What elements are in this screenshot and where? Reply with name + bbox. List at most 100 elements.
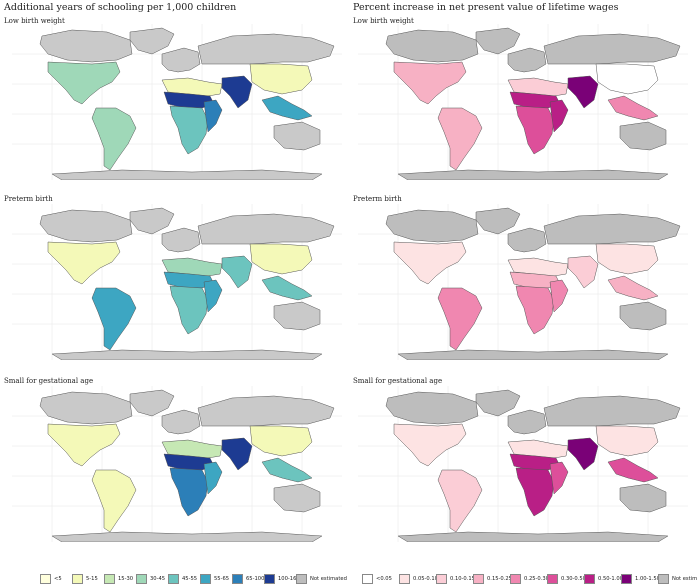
region-south-asia xyxy=(221,255,253,289)
region-east-africa xyxy=(549,99,569,133)
legend-label: 45-55 xyxy=(182,576,198,582)
legend-item: 0.50-1.00 xyxy=(584,573,623,585)
legend-label: 30-45 xyxy=(150,576,166,582)
region-russia xyxy=(543,395,681,427)
legend-label: Not estimated xyxy=(310,576,347,582)
region-sub-saharan-africa xyxy=(169,285,209,335)
legend-item: 0.10-0.15 xyxy=(436,573,475,585)
region-greenland xyxy=(129,27,175,55)
legend-swatch xyxy=(584,574,595,584)
region-north-central-america xyxy=(47,61,121,105)
region-europe xyxy=(161,47,201,73)
map-right-row1 xyxy=(358,24,688,180)
legend-item: 55-65 xyxy=(200,573,229,585)
legend-swatch xyxy=(40,574,51,584)
legend-swatch xyxy=(436,574,447,584)
region-sub-saharan-africa xyxy=(515,285,555,335)
legend-swatch xyxy=(168,574,179,584)
region-europe xyxy=(507,47,547,73)
world-map xyxy=(12,24,342,180)
legend-swatch xyxy=(200,574,211,584)
region-south-asia xyxy=(221,75,253,109)
region-south-america xyxy=(91,287,137,351)
map-left-row1 xyxy=(12,24,342,180)
region-southeast-asia xyxy=(261,95,313,121)
region-east-africa xyxy=(203,461,223,495)
map-left-row2 xyxy=(12,204,342,360)
region-australia xyxy=(619,121,667,151)
map-right-row3 xyxy=(358,386,688,542)
legend-label: 0.25-0.30 xyxy=(524,576,549,582)
region-russia xyxy=(197,33,335,65)
region-europe xyxy=(507,227,547,253)
region-canada xyxy=(39,29,133,63)
legend-item: 30-45 xyxy=(136,573,165,585)
legend-label: 0.50-1.00 xyxy=(598,576,623,582)
region-australia xyxy=(619,483,667,513)
legend-swatch xyxy=(232,574,243,584)
legend-item: 45-55 xyxy=(168,573,197,585)
region-antarctica xyxy=(51,169,323,180)
world-map xyxy=(358,386,688,542)
legend-swatch xyxy=(473,574,484,584)
legend-item: 65-100 xyxy=(232,573,264,585)
region-antarctica xyxy=(397,169,669,180)
region-russia xyxy=(197,213,335,245)
region-east-africa xyxy=(203,279,223,313)
region-europe xyxy=(161,409,201,435)
right-legend: <0.05 0.05-0.10 0.10-0.15 0.15-0.25 0.25-0.3… xyxy=(362,573,698,585)
region-north-central-america xyxy=(47,423,121,467)
region-southeast-asia xyxy=(261,275,313,301)
region-russia xyxy=(197,395,335,427)
region-greenland xyxy=(475,207,521,235)
legend-swatch xyxy=(296,574,307,584)
legend-swatch xyxy=(621,574,632,584)
region-east-africa xyxy=(549,461,569,495)
left-panel-label-row1: Low birth weight xyxy=(4,17,65,25)
legend-label: 5-15 xyxy=(86,576,98,582)
map-left-row3 xyxy=(12,386,342,542)
region-russia xyxy=(543,213,681,245)
region-canada xyxy=(385,29,479,63)
legend-item: 1.00-1.50 xyxy=(621,573,660,585)
right-panel-label-row1: Low birth weight xyxy=(353,17,414,25)
legend-item: 0.30-0.50 xyxy=(547,573,586,585)
region-australia xyxy=(619,301,667,331)
legend-item: 0.25-0.30 xyxy=(510,573,549,585)
region-south-america xyxy=(437,287,483,351)
map-right-row2 xyxy=(358,204,688,360)
region-south-asia xyxy=(567,437,599,471)
region-east-africa xyxy=(203,99,223,133)
legend-item: <0.05 xyxy=(362,573,392,585)
region-antarctica xyxy=(51,349,323,360)
region-sub-saharan-africa xyxy=(515,467,555,517)
legend-item: 0.05-0.10 xyxy=(399,573,438,585)
legend-item: Not estim xyxy=(658,573,697,585)
region-south-america xyxy=(437,469,483,533)
region-canada xyxy=(385,209,479,243)
world-map xyxy=(12,386,342,542)
region-east-asia xyxy=(249,425,313,457)
right-panel-label-row2: Preterm birth xyxy=(353,195,402,203)
world-map xyxy=(12,204,342,360)
legend-item: 5-15 xyxy=(72,573,98,585)
legend-swatch xyxy=(264,574,275,584)
region-sub-saharan-africa xyxy=(169,467,209,517)
left-panel-label-row2: Preterm birth xyxy=(4,195,53,203)
region-south-america xyxy=(437,107,483,171)
region-east-asia xyxy=(595,243,659,275)
world-map xyxy=(358,24,688,180)
right-panel-label-row3: Small for gestational age xyxy=(353,377,443,385)
legend-item: 100-160 xyxy=(264,573,300,585)
legend-label: <0.05 xyxy=(376,576,392,582)
right-column-title: Percent increase in net present value of… xyxy=(353,2,619,13)
legend-label: 1.00-1.50 xyxy=(635,576,660,582)
region-australia xyxy=(273,301,321,331)
region-east-asia xyxy=(249,63,313,95)
legend-swatch xyxy=(362,574,373,584)
world-map xyxy=(358,204,688,360)
region-north-central-america xyxy=(393,241,467,285)
legend-swatch xyxy=(510,574,521,584)
legend-label: <5 xyxy=(54,576,62,582)
region-canada xyxy=(385,391,479,425)
